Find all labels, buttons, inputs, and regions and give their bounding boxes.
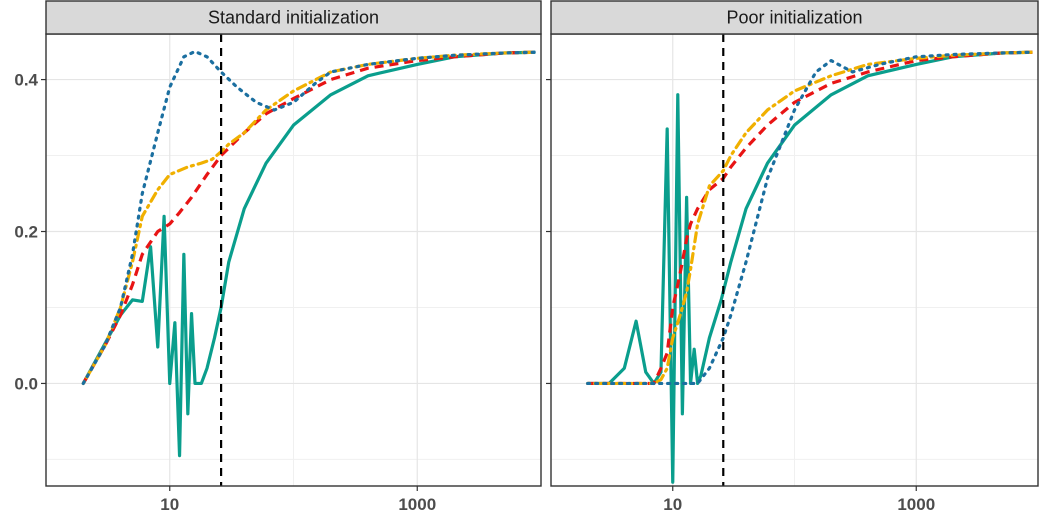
panel-title: Standard initialization (208, 8, 379, 28)
strip-background (45, 0, 542, 35)
panel-title: Poor initialization (726, 8, 862, 28)
series-line-solid (587, 50, 1033, 484)
y-tick-label: 0.0 (14, 374, 38, 393)
series-line-dotted (81, 49, 537, 386)
series-line-dashed (587, 50, 1033, 386)
x-tick-label: 10 (160, 495, 179, 514)
series-line-dashed (81, 50, 536, 385)
x-tick-label: 10 (663, 495, 682, 514)
series-line-dotted (586, 50, 1035, 386)
panel-1: Standard initialization 10 1000 0.0 0.2 0.4 (14, 0, 542, 514)
y-tick-label: 0.4 (14, 71, 38, 90)
x-tick-label: 1000 (897, 495, 935, 514)
x-tick-label: 1000 (398, 495, 436, 514)
panel-2: Poor initialization 10 1000 (546, 0, 1039, 514)
series-line-solid (81, 50, 536, 458)
strip-background (550, 0, 1039, 35)
y-tick-label: 0.2 (14, 223, 38, 242)
